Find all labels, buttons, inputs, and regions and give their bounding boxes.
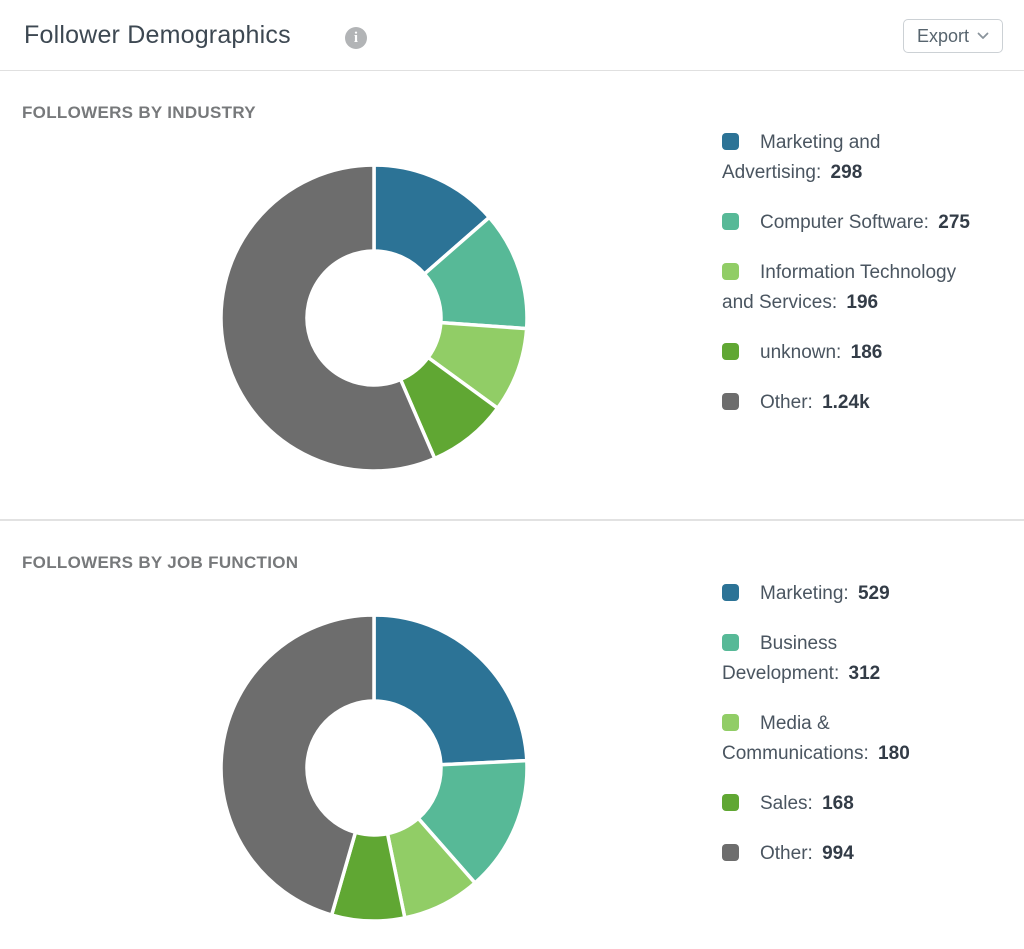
legend-item-unknown: unknown: 186 (722, 338, 970, 368)
legend-item-other: Other: 1.24k (722, 388, 970, 418)
export-button[interactable]: Export (902, 19, 1003, 53)
legend-value: 275 (932, 212, 970, 233)
legend-item-information-technology-and-services: Information Technology and Services: 196 (722, 258, 970, 318)
legend-label: Business Development: (722, 633, 840, 684)
legend-item-business-development: Business Development: 312 (722, 629, 970, 689)
legend-label: Marketing and Advertising: (722, 132, 881, 183)
legend-label: unknown: (760, 342, 842, 363)
legend-swatch-other (722, 844, 739, 861)
legend-value: 1.24k (816, 392, 870, 413)
chevron-down-icon (977, 32, 989, 39)
legend-job-function: Marketing: 529 Business Development: 312 M… (722, 579, 970, 889)
legend-industry: Marketing and Advertising: 298 Computer S… (722, 128, 970, 438)
legend-swatch-sales (722, 794, 739, 811)
legend-value: 168 (816, 793, 854, 814)
legend-value: 186 (845, 342, 883, 363)
legend-label: Information Technology and Services: (722, 262, 957, 313)
legend-item-computer-software: Computer Software: 275 (722, 208, 970, 238)
donut-slice-marketing[interactable] (372, 613, 529, 767)
donut-chart-industry (219, 163, 529, 473)
legend-value: 196 (841, 292, 879, 313)
donut-slice-business-development[interactable] (416, 758, 529, 885)
legend-label: Other: (760, 843, 813, 864)
legend-item-media-communications: Media & Communications: 180 (722, 709, 970, 769)
legend-swatch-business-development (722, 634, 739, 651)
legend-label: Computer Software: (760, 212, 929, 233)
legend-swatch-media-communications (722, 714, 739, 731)
legend-label: Marketing: (760, 583, 849, 604)
section-title-job-function: FOLLOWERS BY JOB FUNCTION (22, 553, 299, 572)
page-title: Follower Demographics (24, 21, 291, 49)
legend-label: Media & Communications: (722, 713, 869, 764)
legend-swatch-computer-software (722, 213, 739, 230)
legend-value: 529 (852, 583, 890, 604)
legend-value: 312 (843, 663, 881, 684)
legend-swatch-other (722, 393, 739, 410)
legend-swatch-unknown (722, 343, 739, 360)
donut-slice-other[interactable] (219, 613, 376, 917)
legend-value: 298 (825, 162, 863, 183)
legend-label: Other: (760, 392, 813, 413)
donut-slice-other[interactable] (219, 163, 437, 473)
legend-swatch-information-technology-and-services (722, 263, 739, 280)
legend-value: 180 (872, 743, 910, 764)
legend-item-marketing-and-advertising: Marketing and Advertising: 298 (722, 128, 970, 188)
export-label: Export (916, 25, 969, 46)
legend-swatch-marketing-and-advertising (722, 133, 739, 150)
legend-item-other: Other: 994 (722, 839, 970, 869)
legend-item-sales: Sales: 168 (722, 789, 970, 819)
header: Follower Demographics i Export (0, 0, 1024, 71)
section-title-industry: FOLLOWERS BY INDUSTRY (22, 103, 256, 122)
legend-value: 994 (816, 843, 854, 864)
section-followers-by-industry: FOLLOWERS BY INDUSTRY Marketing and Adve… (0, 71, 1024, 521)
donut-chart-job-function (219, 613, 529, 923)
section-followers-by-job-function: FOLLOWERS BY JOB FUNCTION Marketing: 529… (0, 521, 1024, 949)
legend-label: Sales: (760, 793, 813, 814)
info-icon[interactable]: i (345, 27, 367, 49)
legend-swatch-marketing (722, 584, 739, 601)
legend-item-marketing: Marketing: 529 (722, 579, 970, 609)
